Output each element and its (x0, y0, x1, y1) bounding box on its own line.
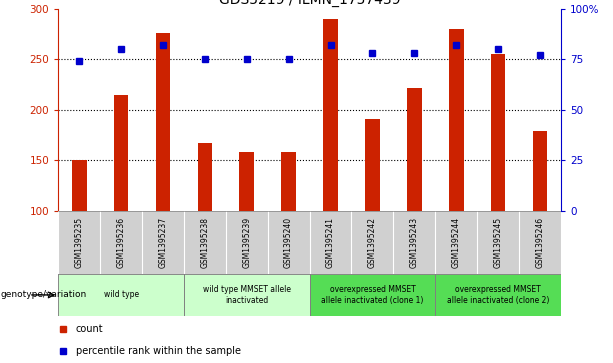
Bar (365, 119, 379, 211)
Bar (156, 33, 170, 211)
Text: overexpressed MMSET
allele inactivated (clone 2): overexpressed MMSET allele inactivated (… (447, 285, 549, 305)
Bar (184, 274, 310, 316)
Bar (407, 87, 422, 211)
Text: GSM1395246: GSM1395246 (535, 217, 544, 268)
Text: GSM1395238: GSM1395238 (200, 217, 210, 268)
Bar (449, 29, 463, 211)
Text: GSM1395243: GSM1395243 (409, 217, 419, 268)
Bar (114, 95, 128, 211)
Bar (323, 19, 338, 211)
Text: GSM1395241: GSM1395241 (326, 217, 335, 268)
Title: GDS5219 / ILMN_1757439: GDS5219 / ILMN_1757439 (219, 0, 400, 7)
Bar (310, 274, 435, 316)
Bar (197, 143, 212, 211)
Text: count: count (76, 324, 104, 334)
Text: GSM1395237: GSM1395237 (158, 217, 167, 268)
Text: overexpressed MMSET
allele inactivated (clone 1): overexpressed MMSET allele inactivated (… (321, 285, 424, 305)
Bar (491, 54, 505, 211)
Text: percentile rank within the sample: percentile rank within the sample (76, 346, 241, 356)
Bar (281, 152, 296, 211)
Text: wild type MMSET allele
inactivated: wild type MMSET allele inactivated (203, 285, 291, 305)
Text: GSM1395242: GSM1395242 (368, 217, 377, 268)
Text: GSM1395240: GSM1395240 (284, 217, 293, 268)
Text: GSM1395236: GSM1395236 (116, 217, 126, 268)
Bar (533, 131, 547, 211)
Text: GSM1395235: GSM1395235 (75, 217, 84, 268)
Text: GSM1395244: GSM1395244 (452, 217, 461, 268)
Text: wild type: wild type (104, 290, 139, 299)
Bar (72, 160, 86, 211)
Bar (435, 274, 561, 316)
Bar (58, 274, 184, 316)
Text: genotype/variation: genotype/variation (1, 290, 87, 299)
Bar (240, 152, 254, 211)
Text: GSM1395239: GSM1395239 (242, 217, 251, 268)
Text: GSM1395245: GSM1395245 (493, 217, 503, 268)
